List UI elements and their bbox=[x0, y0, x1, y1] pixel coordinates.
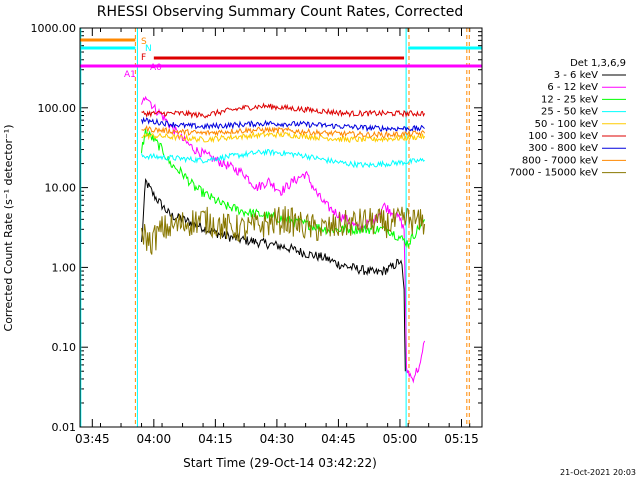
flag-label: A0 bbox=[150, 63, 162, 73]
series-line bbox=[141, 178, 406, 372]
series-line bbox=[141, 102, 426, 119]
series-line bbox=[141, 116, 425, 133]
series-line bbox=[141, 125, 426, 139]
x-tick-label: 04:15 bbox=[198, 432, 233, 446]
chart-title: RHESSI Observing Summary Count Rates, Co… bbox=[97, 4, 463, 20]
y-tick-label: 10.00 bbox=[45, 182, 77, 195]
x-tick-label: 05:15 bbox=[444, 432, 479, 446]
chart-ylabel: Corrected Count Rate (s⁻¹ detector⁻¹) bbox=[2, 125, 15, 332]
chart-footer: 21-Oct-2021 20:03 bbox=[560, 468, 636, 477]
legend-label: 7000 - 15000 keV bbox=[509, 168, 598, 179]
flag-label: N bbox=[145, 44, 152, 54]
legend-label: 100 - 300 keV bbox=[528, 131, 598, 142]
legend-label: 300 - 800 keV bbox=[528, 143, 598, 154]
legend-label: 6 - 12 keV bbox=[547, 82, 598, 93]
flag-label: F bbox=[141, 53, 146, 63]
y-tick-label: 0.01 bbox=[52, 421, 77, 434]
series-line bbox=[141, 148, 425, 169]
y-tick-label: 1.00 bbox=[52, 261, 77, 274]
plot-frame bbox=[79, 27, 483, 428]
legend-label: 50 - 100 keV bbox=[535, 119, 599, 130]
legend-title: Det 1,3,6,9 bbox=[570, 58, 626, 69]
x-tick-label: 04:45 bbox=[321, 432, 356, 446]
x-tick-label: 04:00 bbox=[137, 432, 172, 446]
x-tick-label: 03:45 bbox=[75, 432, 110, 446]
series-line bbox=[141, 95, 426, 384]
series-line bbox=[141, 131, 426, 144]
flag-label: S bbox=[141, 37, 147, 47]
chart-xlabel: Start Time (29-Oct-14 03:42:22) bbox=[183, 456, 377, 470]
x-tick-label: 04:30 bbox=[260, 432, 295, 446]
y-tick-label: 100.00 bbox=[38, 102, 77, 115]
flag-label: A1 bbox=[124, 70, 136, 80]
legend-label: 25 - 50 keV bbox=[541, 107, 598, 118]
legend-label: 3 - 6 keV bbox=[554, 70, 598, 81]
legend-label: 800 - 7000 keV bbox=[522, 155, 598, 166]
legend-label: 12 - 25 keV bbox=[541, 94, 598, 105]
y-tick-label: 0.10 bbox=[52, 341, 77, 354]
x-tick-label: 05:00 bbox=[383, 432, 418, 446]
series-line bbox=[141, 206, 426, 255]
plot-area: 0.01 0.10 1.00 10.00 100.00 1000.00 03:45 04:00… bbox=[31, 22, 482, 446]
y-tick-label: 1000.00 bbox=[31, 22, 77, 35]
